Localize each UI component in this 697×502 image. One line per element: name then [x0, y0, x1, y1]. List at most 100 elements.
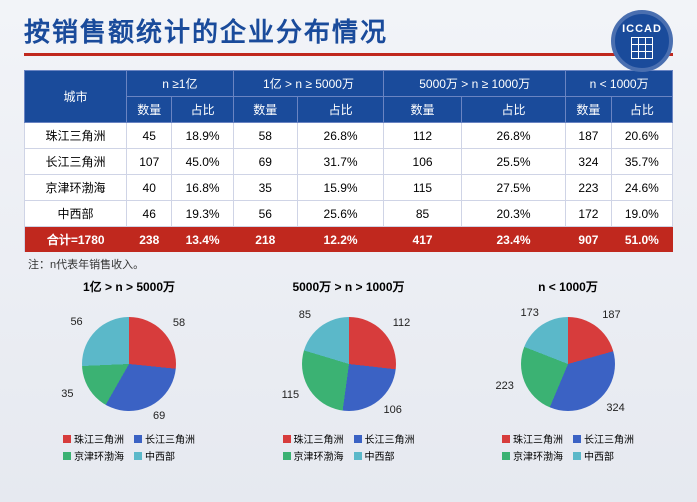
data-cell: 85	[384, 201, 462, 227]
pie-value-label: 58	[173, 317, 185, 329]
city-cell: 中西部	[25, 201, 127, 227]
table-row: 中西部4619.3%5625.6%8520.3%17219.0%	[25, 201, 673, 227]
data-cell: 45.0%	[172, 149, 233, 175]
col-header: 数量	[384, 97, 462, 123]
table-row: 长江三角洲10745.0%6931.7%10625.5%32435.7%	[25, 149, 673, 175]
pie-value-label: 106	[383, 404, 401, 416]
col-header: 数量	[233, 97, 297, 123]
legend-item: 中西部	[573, 448, 634, 463]
range-header-row: 城市 n ≥1亿 1亿 > n ≥ 5000万 5000万 > n ≥ 1000…	[25, 71, 673, 97]
data-cell: 223	[566, 175, 612, 201]
col-header: 占比	[461, 97, 565, 123]
total-cell: 907	[566, 227, 612, 253]
legend-swatch	[63, 452, 71, 460]
legend-label: 珠江三角洲	[74, 431, 124, 446]
page-title: 按销售额统计的企业分布情况	[0, 0, 697, 53]
legend-label: 京津环渤海	[74, 448, 124, 463]
data-cell: 172	[566, 201, 612, 227]
pie-value-label: 112	[393, 317, 411, 329]
range-header: 1亿 > n ≥ 5000万	[233, 71, 384, 97]
pie-chart	[82, 317, 176, 411]
legend-item: 珠江三角洲	[63, 431, 124, 446]
data-cell: 40	[126, 175, 172, 201]
pie-chart	[302, 317, 396, 411]
pie-area: 58 69 35 56	[29, 299, 229, 429]
legend-label: 中西部	[584, 448, 614, 463]
city-cell: 长江三角洲	[25, 149, 127, 175]
pie-block: 1亿 > n > 5000万 58 69 35 56 珠江三角洲 长江三角洲京津环渤海 中西部	[24, 278, 234, 463]
data-cell: 107	[126, 149, 172, 175]
pie-value-label: 35	[61, 388, 73, 400]
logo-grid-icon	[631, 37, 653, 59]
legend-label: 中西部	[365, 448, 395, 463]
data-cell: 19.0%	[611, 201, 672, 227]
legend-swatch	[354, 435, 362, 443]
legend-item: 中西部	[134, 448, 195, 463]
data-cell: 24.6%	[611, 175, 672, 201]
data-cell: 18.9%	[172, 123, 233, 149]
total-cell: 23.4%	[461, 227, 565, 253]
total-label: 合计=1780	[25, 227, 127, 253]
legend-swatch	[502, 435, 510, 443]
legend-swatch	[134, 435, 142, 443]
legend-swatch	[283, 435, 291, 443]
legend-label: 京津环渤海	[294, 448, 344, 463]
pie-legend: 珠江三角洲 长江三角洲京津环渤海 中西部	[283, 431, 415, 463]
pie-block: n < 1000万 187 324 223 173 珠江三角洲 长江三角洲京津环渤海 中西部	[463, 278, 673, 463]
legend-swatch	[134, 452, 142, 460]
data-cell: 26.8%	[461, 123, 565, 149]
pie-title: 1亿 > n > 5000万	[83, 278, 175, 295]
pie-value-label: 56	[70, 316, 82, 328]
legend-item: 珠江三角洲	[283, 431, 344, 446]
legend-swatch	[63, 435, 71, 443]
legend-label: 长江三角洲	[584, 431, 634, 446]
pie-area: 11210611585	[249, 299, 449, 429]
total-row: 合计=178023813.4%21812.2%41723.4%90751.0%	[25, 227, 673, 253]
data-cell: 25.5%	[461, 149, 565, 175]
data-cell: 19.3%	[172, 201, 233, 227]
legend-item: 京津环渤海	[283, 448, 344, 463]
pie-value-label: 69	[153, 410, 165, 422]
pie-legend: 珠江三角洲 长江三角洲京津环渤海 中西部	[502, 431, 634, 463]
col-header: 占比	[611, 97, 672, 123]
legend-label: 珠江三角洲	[513, 431, 563, 446]
legend-label: 中西部	[145, 448, 175, 463]
legend-item: 中西部	[354, 448, 415, 463]
total-cell: 417	[384, 227, 462, 253]
data-cell: 20.6%	[611, 123, 672, 149]
col-header: 数量	[126, 97, 172, 123]
pie-value-label: 187	[602, 309, 620, 321]
data-cell: 187	[566, 123, 612, 149]
pie-value-label: 324	[606, 402, 624, 414]
pie-value-label: 223	[496, 380, 514, 392]
data-cell: 31.7%	[297, 149, 383, 175]
total-cell: 13.4%	[172, 227, 233, 253]
legend-item: 长江三角洲	[573, 431, 634, 446]
city-cell: 珠江三角洲	[25, 123, 127, 149]
pie-title: n < 1000万	[538, 278, 598, 295]
data-cell: 15.9%	[297, 175, 383, 201]
total-cell: 238	[126, 227, 172, 253]
distribution-table: 城市 n ≥1亿 1亿 > n ≥ 5000万 5000万 > n ≥ 1000…	[24, 70, 673, 252]
data-cell: 115	[384, 175, 462, 201]
legend-swatch	[354, 452, 362, 460]
legend-swatch	[502, 452, 510, 460]
total-cell: 218	[233, 227, 297, 253]
data-cell: 324	[566, 149, 612, 175]
table-row: 珠江三角洲4518.9%5826.8%11226.8%18720.6%	[25, 123, 673, 149]
pie-chart	[521, 317, 615, 411]
data-cell: 56	[233, 201, 297, 227]
legend-label: 京津环渤海	[513, 448, 563, 463]
pie-title: 5000万 > n > 1000万	[292, 278, 404, 295]
legend-label: 长江三角洲	[365, 431, 415, 446]
data-cell: 27.5%	[461, 175, 565, 201]
col-header: 占比	[297, 97, 383, 123]
col-header: 占比	[172, 97, 233, 123]
pie-value-label: 173	[521, 307, 539, 319]
legend-label: 长江三角洲	[145, 431, 195, 446]
pie-legend: 珠江三角洲 长江三角洲京津环渤海 中西部	[63, 431, 195, 463]
city-column-header: 城市	[25, 71, 127, 123]
legend-item: 长江三角洲	[134, 431, 195, 446]
pie-value-label: 85	[299, 309, 311, 321]
iccad-logo: ICCAD	[611, 10, 673, 72]
